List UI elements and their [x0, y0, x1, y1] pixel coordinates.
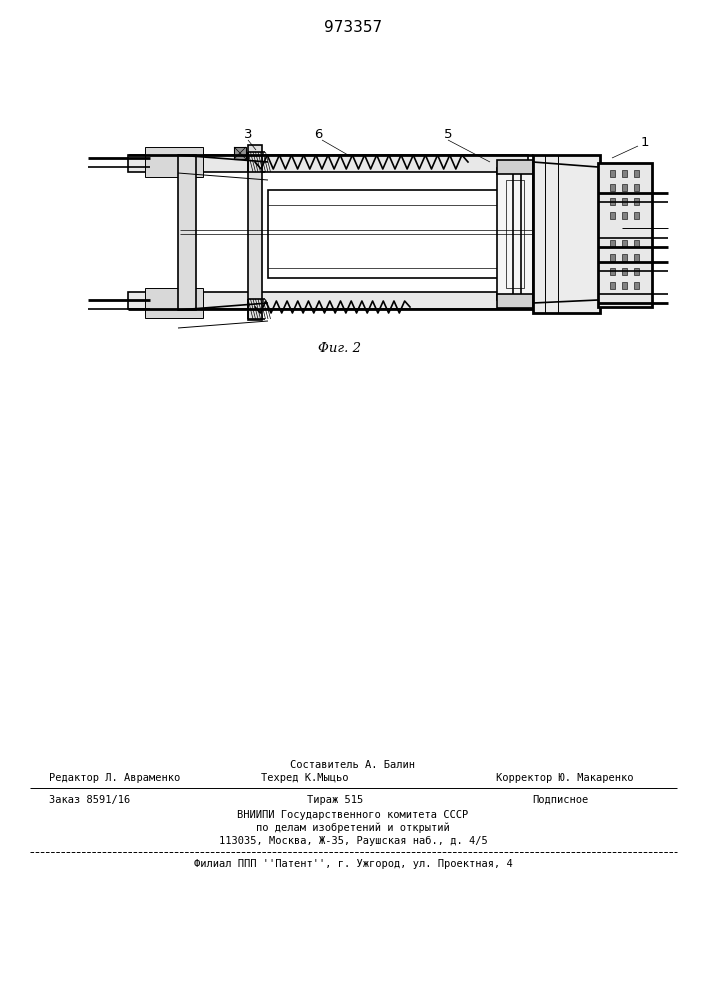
Bar	[128, 155, 528, 172]
Text: 1: 1	[641, 135, 649, 148]
Bar	[634, 282, 639, 289]
Bar	[610, 268, 615, 275]
Bar	[533, 155, 600, 313]
Bar	[622, 184, 627, 191]
Bar	[145, 288, 203, 318]
Bar	[497, 160, 533, 174]
Text: 5: 5	[444, 127, 452, 140]
Bar	[506, 180, 524, 288]
Bar	[610, 170, 615, 177]
Bar	[128, 292, 528, 309]
Text: Заказ 8591/16: Заказ 8591/16	[49, 795, 131, 805]
Text: Составитель А. Балин: Составитель А. Балин	[291, 760, 416, 770]
Bar	[610, 184, 615, 191]
Bar	[610, 254, 615, 261]
Bar	[598, 163, 652, 307]
Bar	[178, 155, 196, 310]
Bar	[610, 282, 615, 289]
Bar	[634, 170, 639, 177]
Bar	[145, 147, 203, 177]
Text: Техред К.Мыцьо: Техред К.Мыцьо	[262, 773, 349, 783]
Text: 973357: 973357	[324, 20, 382, 35]
Bar	[268, 190, 533, 278]
Bar	[634, 212, 639, 219]
Text: Корректор Ю. Макаренко: Корректор Ю. Макаренко	[496, 773, 633, 783]
Bar	[634, 268, 639, 275]
Text: Тираж 515: Тираж 515	[307, 795, 363, 805]
Bar	[634, 254, 639, 261]
Text: 3: 3	[244, 127, 252, 140]
Bar	[634, 184, 639, 191]
Bar	[497, 168, 533, 300]
Bar	[622, 198, 627, 205]
Bar	[497, 294, 533, 308]
Bar	[622, 254, 627, 261]
Bar	[610, 212, 615, 219]
Text: Φиг. 2: Φиг. 2	[318, 342, 361, 355]
Text: 113035, Москва, Ж-35, Раушская наб., д. 4/5: 113035, Москва, Ж-35, Раушская наб., д. …	[218, 836, 487, 846]
Bar	[634, 240, 639, 247]
Bar	[634, 198, 639, 205]
Bar	[622, 282, 627, 289]
Bar	[622, 268, 627, 275]
Text: 6: 6	[314, 127, 322, 140]
Text: ВНИИПИ Государственного комитета СССР: ВНИИПИ Государственного комитета СССР	[238, 810, 469, 820]
Bar	[622, 240, 627, 247]
Bar	[622, 170, 627, 177]
Text: Подписное: Подписное	[532, 795, 588, 805]
Text: Редактор Л. Авраменко: Редактор Л. Авраменко	[49, 773, 180, 783]
Text: Филиал ППП ''Патент'', г. Ужгород, ул. Проектная, 4: Филиал ППП ''Патент'', г. Ужгород, ул. П…	[194, 859, 513, 869]
Bar	[234, 147, 246, 159]
Bar	[622, 212, 627, 219]
Text: по делам изобретений и открытий: по делам изобретений и открытий	[256, 823, 450, 833]
Bar	[610, 240, 615, 247]
Bar	[248, 145, 262, 320]
Bar	[610, 198, 615, 205]
